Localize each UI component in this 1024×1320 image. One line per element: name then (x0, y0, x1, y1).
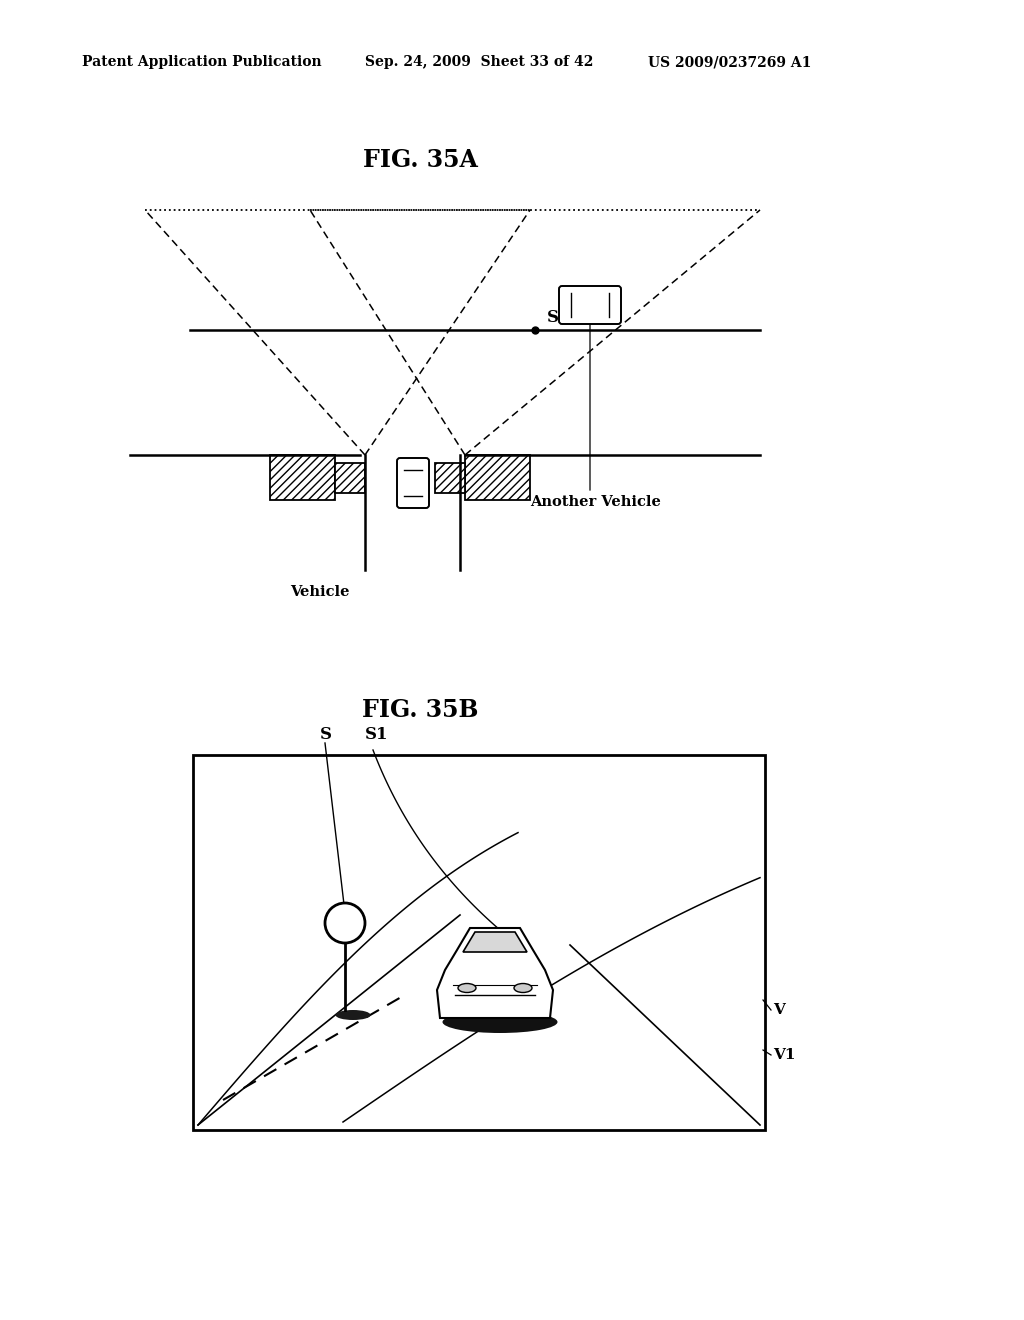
Text: FIG. 35A: FIG. 35A (362, 148, 477, 172)
Text: Vehicle: Vehicle (290, 585, 349, 599)
Bar (465, 455, 530, 500)
Polygon shape (437, 928, 553, 1018)
Ellipse shape (514, 983, 532, 993)
Polygon shape (463, 932, 527, 952)
Text: V: V (773, 1003, 784, 1016)
Text: FIG. 35B: FIG. 35B (361, 698, 478, 722)
Ellipse shape (336, 1010, 371, 1020)
Bar (193, 755, 765, 1130)
FancyBboxPatch shape (397, 458, 429, 508)
Circle shape (325, 903, 365, 942)
Text: Sep. 24, 2009  Sheet 33 of 42: Sep. 24, 2009 Sheet 33 of 42 (365, 55, 593, 69)
Ellipse shape (442, 1011, 557, 1034)
FancyBboxPatch shape (559, 286, 621, 323)
Ellipse shape (458, 983, 476, 993)
Bar (335, 462, 365, 492)
Text: V1: V1 (773, 1048, 796, 1063)
Bar (435, 462, 465, 492)
Text: S: S (547, 309, 559, 326)
Bar (270, 455, 335, 500)
Text: US 2009/0237269 A1: US 2009/0237269 A1 (648, 55, 811, 69)
Text: Patent Application Publication: Patent Application Publication (82, 55, 322, 69)
Text: Another Vehicle: Another Vehicle (530, 495, 660, 510)
Text: S1: S1 (365, 726, 388, 743)
Text: S: S (319, 726, 332, 743)
